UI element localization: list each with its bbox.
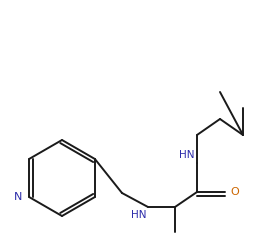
Text: O: O bbox=[230, 187, 239, 197]
Text: HN: HN bbox=[178, 150, 194, 160]
Text: N: N bbox=[14, 192, 22, 202]
Text: HN: HN bbox=[131, 210, 146, 220]
